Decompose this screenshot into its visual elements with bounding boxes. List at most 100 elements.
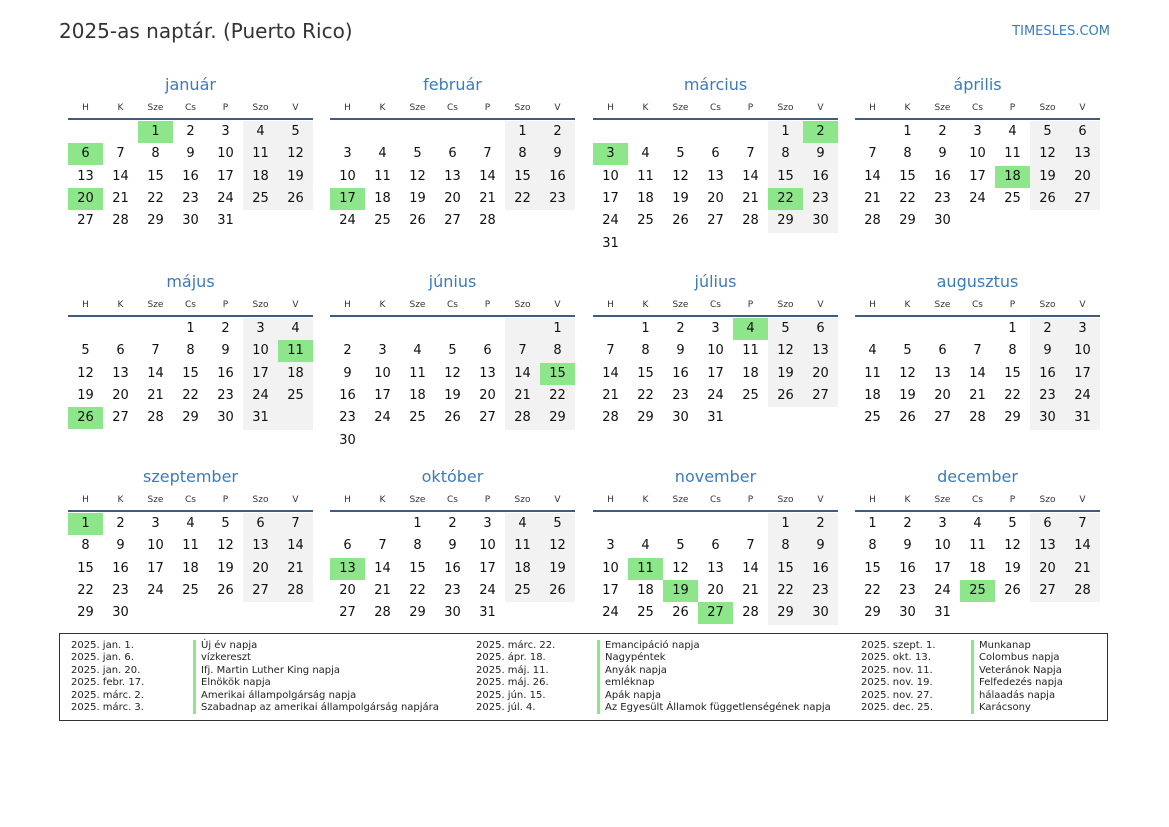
day-cell: 27 (934, 410, 951, 426)
day-cell: 20 (812, 365, 829, 381)
day-cell: 23 (112, 582, 129, 598)
weekday-label: Cs (710, 300, 721, 310)
day-cell: 24 (934, 582, 951, 598)
holiday-date: 2025. máj. 11. (476, 664, 549, 676)
day-cell: 19 (777, 365, 794, 381)
day-cell: 4 (291, 321, 300, 336)
day-cell: 17 (602, 190, 619, 206)
day-cell: 15 (777, 560, 794, 576)
holiday-name: emléknap (597, 677, 654, 690)
day-cell: 22 (147, 190, 164, 206)
day-cell: 7 (483, 146, 492, 162)
holiday-list: 2025. jan. 1. Új év napja 2025. jan. 6. víz… (59, 633, 1108, 721)
holiday-name: Elnökök napja (193, 677, 271, 690)
weekday-label: V (817, 495, 824, 505)
weekday-label: Szo (1039, 103, 1056, 113)
day-cell: 12 (549, 538, 566, 554)
day-cell: 27 (444, 213, 461, 229)
holiday-day-cell: 25 (960, 579, 995, 602)
day-cell: 21 (742, 582, 759, 598)
weekday-label: Sze (934, 103, 951, 113)
month-name: június (428, 272, 477, 291)
day-cell: 20 (707, 190, 724, 206)
day-cell: 31 (479, 605, 496, 621)
holiday-date: 2025. dec. 25. (861, 702, 934, 713)
day-cell: 5 (413, 146, 422, 162)
header-divider (855, 510, 1100, 512)
day-cell: 8 (553, 343, 562, 359)
day-cell: 8 (1008, 343, 1017, 359)
weekday-label: Cs (710, 103, 721, 113)
day-cell: 3 (221, 124, 230, 139)
day-cell: 14 (287, 538, 304, 554)
site-link[interactable]: TIMESLES.COM (1012, 24, 1110, 39)
holiday-day-cell: 17 (330, 187, 365, 210)
day-cell: 17 (374, 387, 391, 403)
day-cell: 23 (182, 190, 199, 206)
day-cell: 16 (812, 168, 829, 184)
day-cell: 3 (606, 538, 615, 554)
day-cell: 24 (602, 213, 619, 229)
weekday-label: P (1009, 103, 1016, 113)
day-cell: 21 (969, 387, 986, 403)
month-name: március (683, 75, 748, 94)
weekday-label: Sze (672, 300, 689, 310)
weekday-label: Cs (972, 103, 983, 113)
day-cell: 26 (899, 410, 916, 426)
day-cell: 22 (777, 582, 794, 598)
day-cell: 6 (938, 343, 947, 359)
month-name: május (166, 272, 215, 291)
day-cell: 17 (934, 560, 951, 576)
month-2: március H K Sze Cs P Szo V 1 2 3 4 5 6 7 8 9 10 11 12 13 14 15… (593, 75, 838, 255)
day-cell: 8 (518, 146, 527, 162)
weekday-label: P (747, 103, 754, 113)
day-cell: 24 (602, 605, 619, 621)
weekend-shading (243, 318, 313, 430)
day-cell: 2 (116, 516, 125, 531)
header-divider (330, 510, 575, 512)
weekday-label: K (904, 103, 911, 113)
day-cell: 24 (969, 190, 986, 206)
day-cell: 5 (903, 343, 912, 359)
day-cell: 25 (252, 190, 269, 206)
day-cell: 23 (899, 582, 916, 598)
day-cell: 24 (374, 410, 391, 426)
day-cell: 18 (252, 168, 269, 184)
day-cell: 14 (742, 560, 759, 576)
month-name: augusztus (936, 272, 1019, 291)
day-cell: 19 (444, 387, 461, 403)
weekday-label: Cs (185, 495, 196, 505)
day-cell: 22 (637, 387, 654, 403)
day-cell: 10 (217, 146, 234, 162)
day-cell: 21 (374, 582, 391, 598)
day-cell: 17 (1074, 365, 1091, 381)
day-cell: 26 (549, 582, 566, 598)
day-cell: 2 (938, 124, 947, 139)
day-cell: 18 (864, 387, 881, 403)
holiday-name: Ifj. Martin Luther King napja (193, 664, 340, 678)
weekday-label: H (344, 495, 351, 505)
day-cell: 8 (781, 146, 790, 162)
day-cell: 11 (514, 538, 531, 554)
day-cell: 1 (186, 321, 195, 336)
weekday-label: Sze (147, 300, 164, 310)
day-cell: 28 (374, 605, 391, 621)
day-cell: 17 (602, 582, 619, 598)
day-cell: 5 (553, 516, 562, 531)
day-cell: 6 (1078, 124, 1087, 139)
day-cell: 30 (112, 605, 129, 621)
day-cell: 6 (711, 538, 720, 554)
weekday-label: Sze (147, 495, 164, 505)
weekday-label: H (344, 300, 351, 310)
day-cell: 14 (147, 365, 164, 381)
day-cell: 2 (1043, 321, 1052, 336)
day-cell: 1 (868, 516, 877, 531)
day-cell: 15 (409, 560, 426, 576)
day-cell: 13 (77, 168, 94, 184)
day-cell: 30 (934, 213, 951, 229)
day-cell: 18 (287, 365, 304, 381)
weekend-shading (505, 121, 575, 211)
holiday-day-cell: 27 (698, 602, 733, 625)
day-cell: 1 (413, 516, 422, 531)
day-cell: 8 (641, 343, 650, 359)
